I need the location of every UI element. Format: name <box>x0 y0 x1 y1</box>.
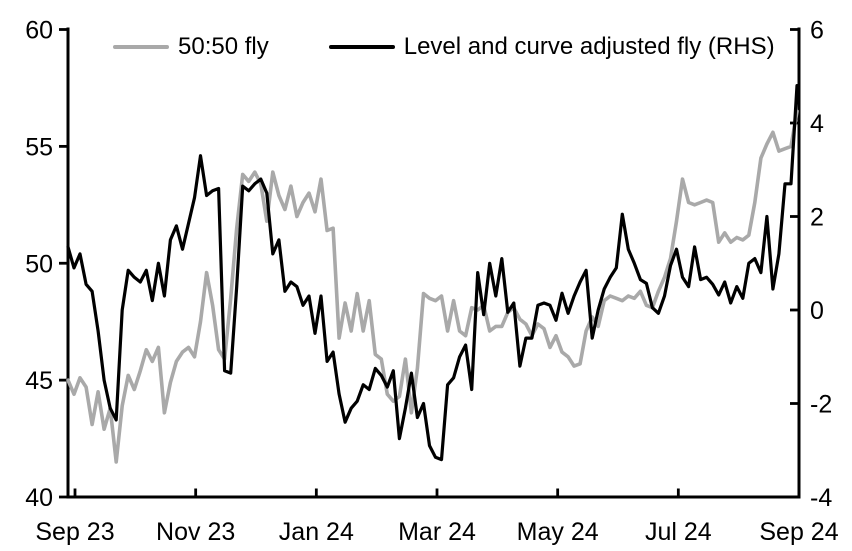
x-tick-label: Sep 23 <box>35 518 114 546</box>
axes <box>66 27 801 499</box>
y-left-tick-label: 40 <box>25 484 53 512</box>
legend-label: 50:50 fly <box>178 33 269 60</box>
y-right-tick-label: 6 <box>810 17 824 45</box>
y-left-tick-label: 45 <box>25 367 53 395</box>
x-tick-label: May 24 <box>517 518 599 546</box>
series-level-curve-adjusted-fly <box>66 84 799 462</box>
series-5050-fly <box>66 109 799 464</box>
legend-line-swatch-black <box>328 45 395 49</box>
x-axis: Sep 23 Nov 23 Jan 24 Mar 24 May 24 Jul 24 Sep … <box>35 488 839 546</box>
legend-item-level-curve-fly: Level and curve adjusted fly (RHS) <box>328 33 775 61</box>
chart-legend: 50:50 fly Level and curve adjusted fly (… <box>113 33 775 61</box>
y-left-tick-label: 55 <box>25 133 53 161</box>
y-right-tick-label: -2 <box>810 391 832 419</box>
legend-line-swatch-gray <box>113 45 169 49</box>
y-right-tick-label: 0 <box>810 297 824 325</box>
legend-item-5050-fly: 50:50 fly <box>113 33 269 61</box>
x-tick-label: Sep 24 <box>759 518 838 546</box>
y-right-tick-label: -4 <box>810 484 832 512</box>
y-left-tick-label: 60 <box>25 17 53 45</box>
x-tick-label: Nov 23 <box>156 518 235 546</box>
y-left-tick-label: 50 <box>25 250 53 278</box>
y-right-tick-label: 4 <box>810 110 824 138</box>
y-axis-left: 40 45 50 55 60 <box>25 17 68 512</box>
y-right-tick-label: 2 <box>810 204 824 232</box>
x-tick-label: Mar 24 <box>398 518 476 546</box>
x-tick-label: Jul 24 <box>645 518 712 546</box>
legend-label: Level and curve adjusted fly (RHS) <box>403 33 775 60</box>
x-tick-label: Jan 24 <box>279 518 354 546</box>
y-axis-right: -4 -2 0 2 4 6 <box>790 17 832 512</box>
